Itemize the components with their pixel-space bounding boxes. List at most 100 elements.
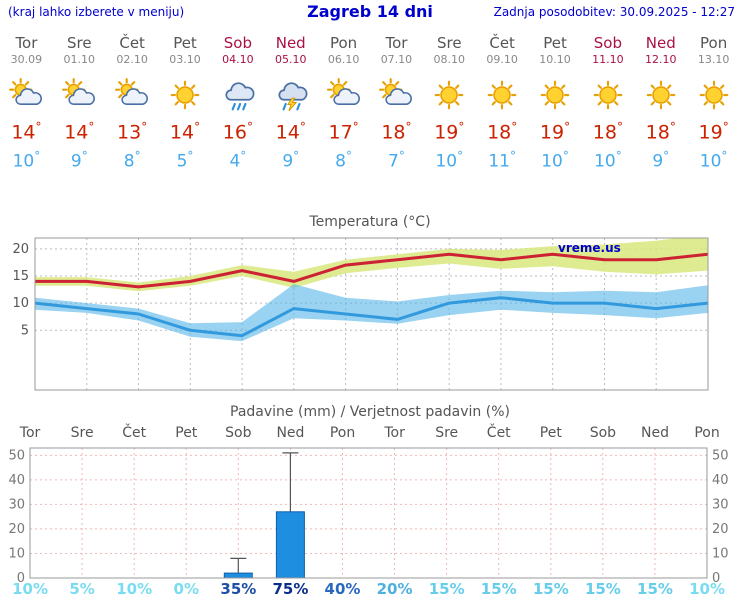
precip-probability: 20% bbox=[376, 580, 413, 598]
low-temp: 9° bbox=[282, 149, 300, 172]
precip-probability: 15% bbox=[428, 580, 465, 598]
day-name: Pon bbox=[329, 34, 358, 52]
precip-day-label: Sob bbox=[225, 425, 252, 441]
svg-text:40: 40 bbox=[712, 473, 729, 488]
low-temp: 7° bbox=[388, 149, 405, 172]
forecast-day-column: Sob 11.10 18° 10° bbox=[581, 30, 634, 172]
day-name: Ned bbox=[645, 34, 676, 52]
day-name: Tor bbox=[385, 34, 408, 52]
last-update: Zadnja posodobitev: 30.09.2025 - 12:27 bbox=[493, 5, 735, 19]
day-date: 13.10 bbox=[697, 53, 730, 66]
sun-icon bbox=[529, 78, 582, 114]
day-date: 30.09 bbox=[10, 53, 43, 66]
precip-day-label: Sre bbox=[435, 425, 459, 441]
svg-text:0: 0 bbox=[712, 571, 720, 586]
low-temp: 8° bbox=[335, 149, 352, 172]
svg-text:10: 10 bbox=[712, 547, 729, 562]
day-name: Ned bbox=[275, 34, 306, 52]
high-temp: 19° bbox=[698, 120, 729, 144]
forecast-day-column: Čet 09.10 18° 11° bbox=[476, 30, 529, 172]
day-date: 10.10 bbox=[539, 53, 571, 66]
precip-probability: 10% bbox=[116, 580, 153, 598]
svg-text:30: 30 bbox=[712, 497, 729, 512]
day-date: 04.10 bbox=[222, 53, 254, 66]
precipitation-chart: 0 0 10 10 20 20 30 30 40 40 50 50 bbox=[0, 442, 740, 590]
precip-day-label: Pet bbox=[175, 425, 198, 441]
low-temp: 10° bbox=[12, 149, 41, 172]
low-temp: 10° bbox=[594, 149, 622, 172]
day-date: 03.10 bbox=[169, 53, 201, 66]
precip-day-label: Sob bbox=[589, 425, 617, 441]
high-temp: 14° bbox=[275, 120, 306, 144]
precip-probability: 15% bbox=[480, 580, 517, 598]
precip-probability: 15% bbox=[584, 580, 621, 598]
svg-text:5: 5 bbox=[21, 323, 29, 338]
sun-icon bbox=[423, 78, 476, 114]
rain-icon bbox=[211, 78, 264, 114]
forecast-day-column: Tor 07.10 18° 7° bbox=[370, 30, 423, 172]
sun-icon bbox=[687, 78, 740, 114]
precip-day-label: Tor bbox=[384, 425, 405, 441]
precip-day-label: Tor bbox=[19, 425, 41, 441]
temperature-chart: 5 10 15 20 vreme.us bbox=[0, 234, 740, 398]
forecast-day-column: Pet 03.10 14° 5° bbox=[159, 30, 212, 172]
forecast-day-column: Tor 30.09 14° 10° bbox=[0, 30, 53, 172]
day-date: 01.10 bbox=[63, 53, 96, 66]
low-temp: 9° bbox=[652, 149, 670, 172]
day-date: 08.10 bbox=[433, 53, 466, 66]
svg-text:40: 40 bbox=[8, 473, 25, 488]
day-date: 09.10 bbox=[486, 53, 518, 66]
precip-probability-row: 10% 5% 10% 0% 35% 75% 40% 20% 15% 15% 15% 15% 15% 10% bbox=[4, 580, 733, 598]
svg-text:10: 10 bbox=[12, 296, 29, 311]
precip-probability: 35% bbox=[220, 580, 257, 598]
day-name: Tor bbox=[15, 34, 38, 52]
precip-probability: 10% bbox=[12, 580, 48, 598]
forecast-day-column: Pon 06.10 17° 8° bbox=[317, 30, 370, 172]
forecast-day-column: Ned 12.10 18° 9° bbox=[634, 30, 687, 172]
low-temp: 10° bbox=[541, 149, 569, 172]
sun-cloud-icon bbox=[370, 78, 423, 114]
precip-day-label: Ned bbox=[640, 425, 669, 441]
high-temp: 18° bbox=[487, 120, 518, 144]
svg-text:50: 50 bbox=[712, 448, 729, 463]
precip-day-label: Pon bbox=[694, 425, 720, 441]
precip-probability: 10% bbox=[689, 580, 725, 598]
precip-probability: 15% bbox=[637, 580, 673, 598]
high-temp: 14° bbox=[11, 120, 42, 144]
forecast-day-column: Sob 04.10 16° 4° bbox=[211, 30, 264, 172]
forecast-day-column: Sre 08.10 19° 10° bbox=[423, 30, 476, 172]
day-name: Pet bbox=[543, 34, 567, 52]
high-temp: 18° bbox=[645, 120, 676, 144]
day-name: Sob bbox=[223, 34, 252, 52]
high-temp: 14° bbox=[169, 120, 201, 144]
high-temp: 13° bbox=[117, 120, 148, 144]
precip-day-label: Ned bbox=[276, 425, 305, 441]
forecast-day-column: Ned 05.10 14° 9° bbox=[264, 30, 317, 172]
low-temp: 11° bbox=[488, 149, 516, 172]
svg-text:50: 50 bbox=[8, 448, 25, 463]
svg-text:20: 20 bbox=[12, 242, 29, 257]
precip-probability: 75% bbox=[272, 580, 309, 598]
precip-day-label: Čet bbox=[122, 425, 147, 441]
svg-text:20: 20 bbox=[712, 522, 729, 537]
temp-chart-title: Temperatura (°C) bbox=[309, 214, 431, 230]
day-name: Čet bbox=[489, 34, 515, 52]
sun-cloud-icon bbox=[317, 78, 370, 114]
forecast-strip: Tor 30.09 14° 10° Sre 01.10 14° 9° Čet 02.10 13° 8°… bbox=[0, 30, 740, 172]
forecast-day-column: Pet 10.10 19° 10° bbox=[529, 30, 582, 172]
day-date: 05.10 bbox=[274, 53, 307, 66]
precip-probability: 15% bbox=[532, 580, 569, 598]
precip-day-label: Sre bbox=[70, 425, 94, 441]
day-name: Pon bbox=[700, 34, 728, 52]
sun-cloud-icon bbox=[53, 78, 106, 114]
day-date: 11.10 bbox=[592, 53, 624, 66]
precip-day-label: Pet bbox=[539, 425, 562, 441]
low-temp: 8° bbox=[123, 149, 141, 172]
precip-day-labels: Tor Sre Čet Pet Sob Ned Pon Tor Sre Čet Pet Sob Ned P… bbox=[4, 425, 733, 441]
high-temp: 17° bbox=[328, 120, 359, 144]
sun-cloud-icon bbox=[106, 78, 159, 114]
location-hint: (kraj lahko izberete v meniju) bbox=[8, 5, 185, 19]
low-temp: 4° bbox=[229, 149, 247, 172]
svg-text:30: 30 bbox=[8, 497, 25, 512]
storm-icon bbox=[264, 78, 317, 114]
